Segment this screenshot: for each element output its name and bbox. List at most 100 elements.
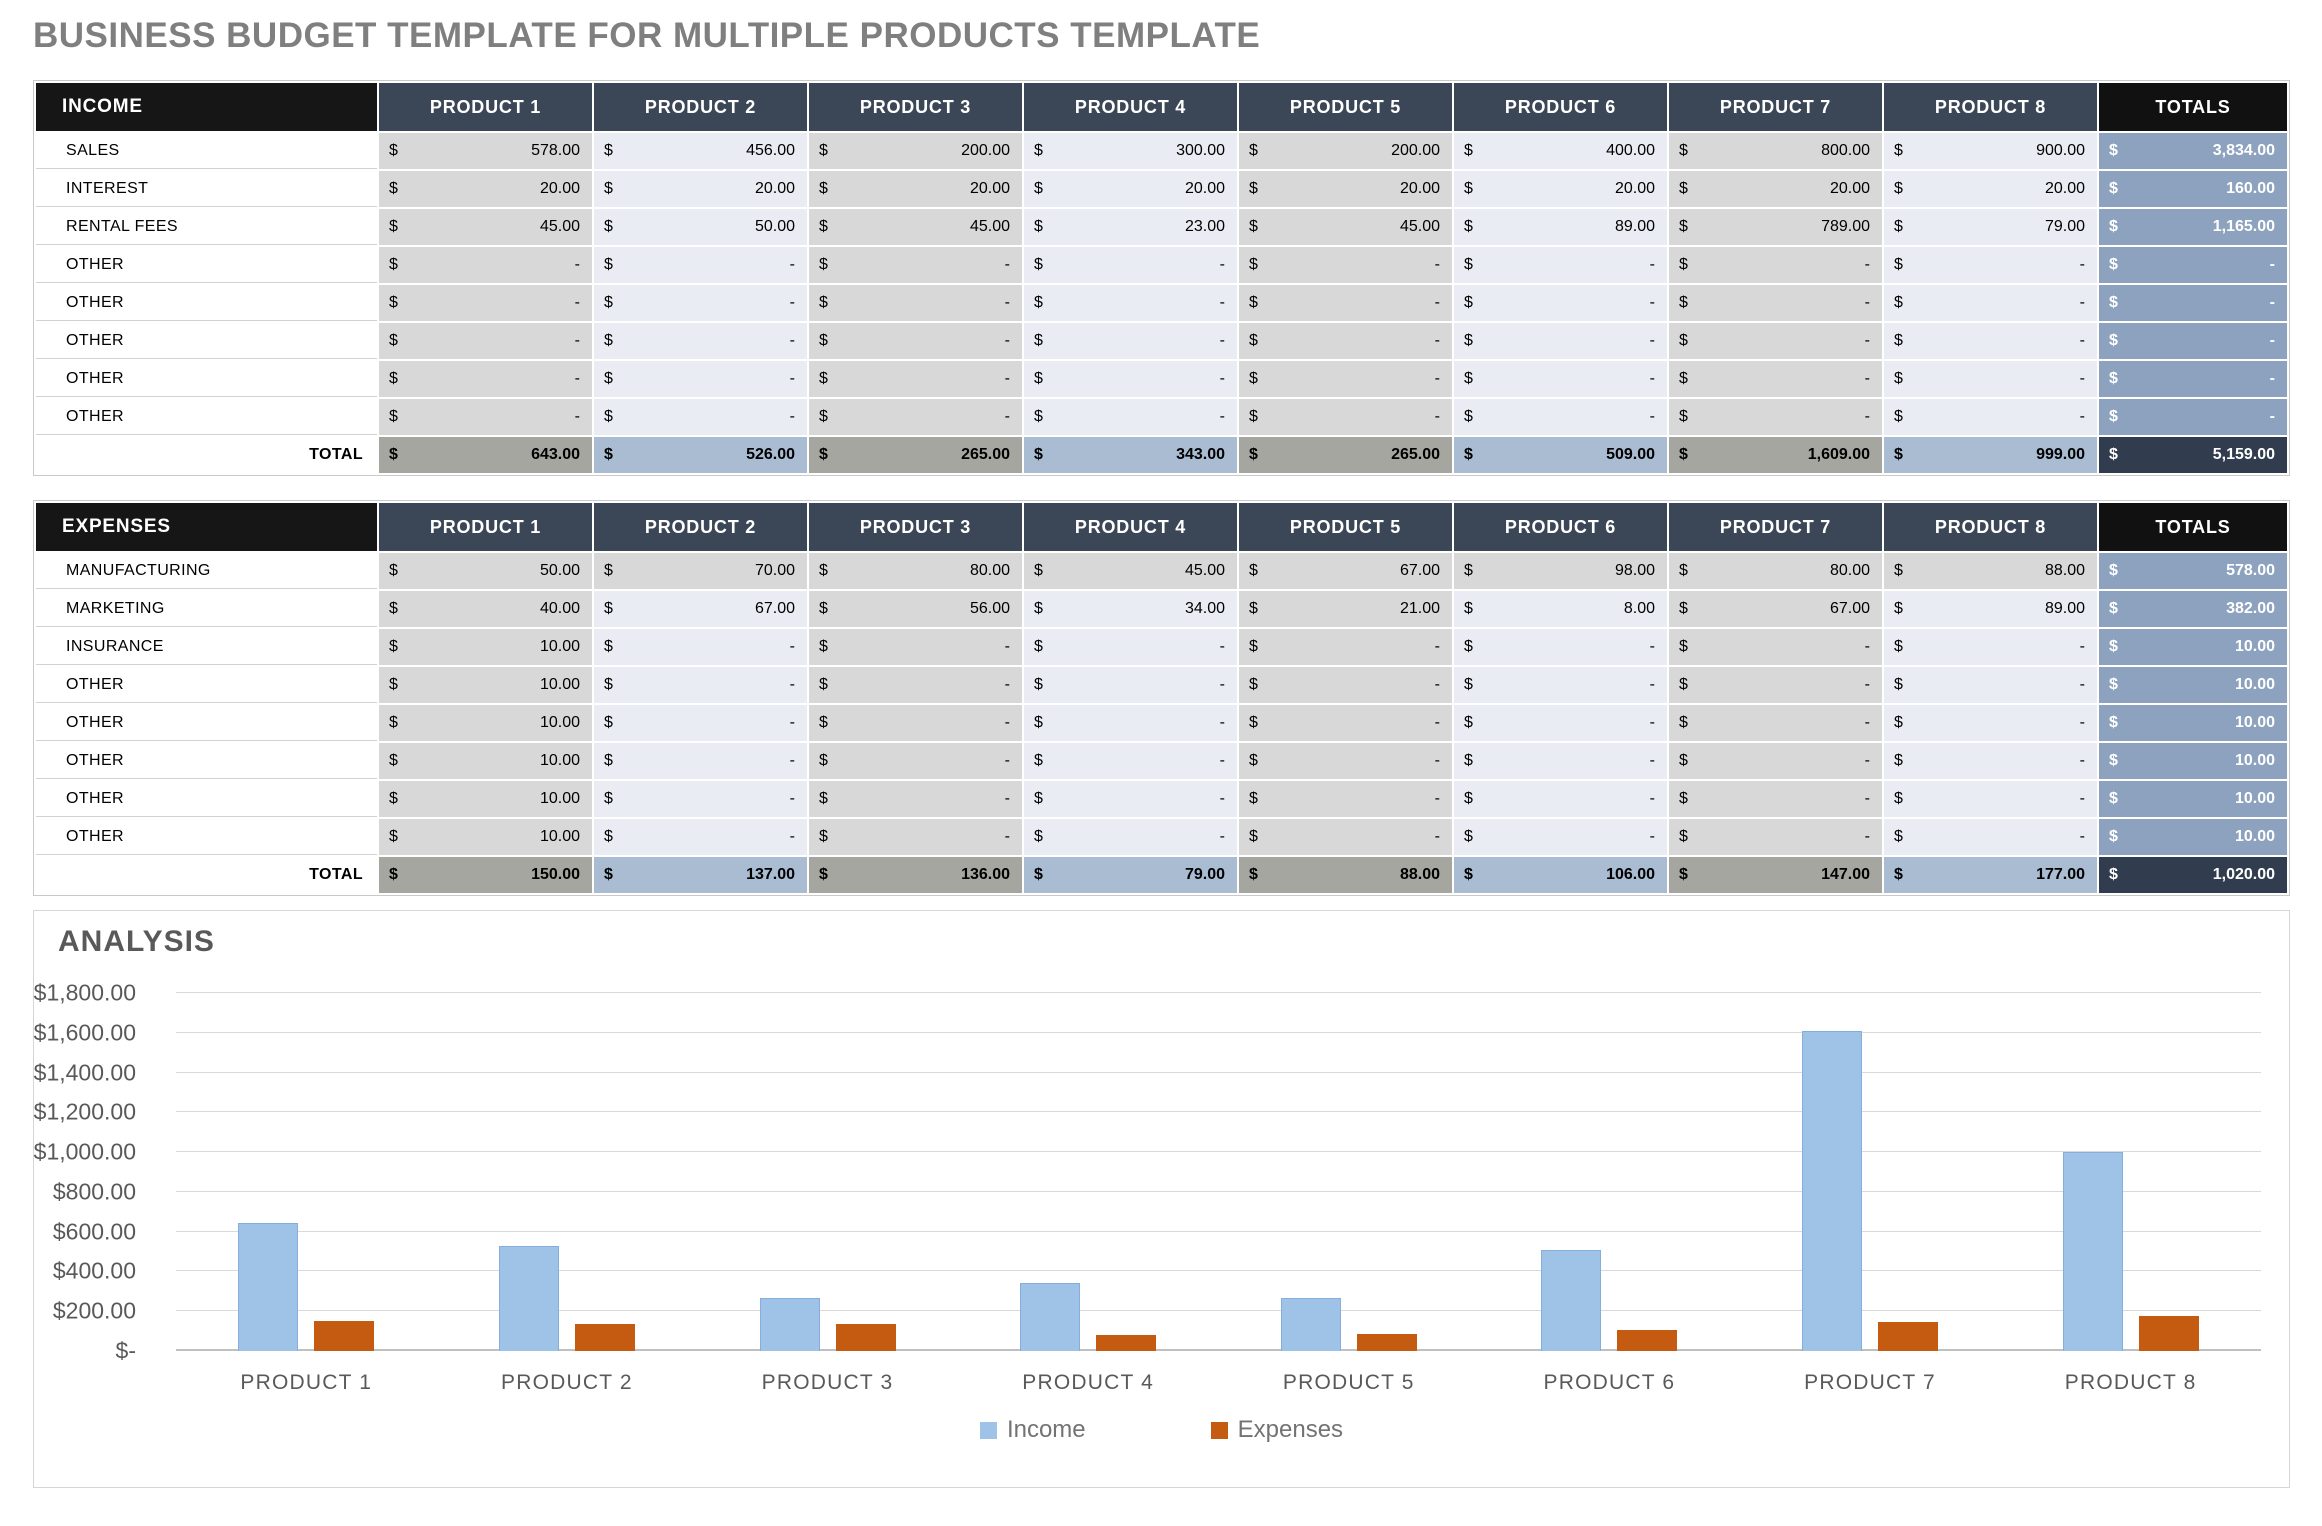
value-cell[interactable]: $ -: [1239, 361, 1452, 397]
value-cell[interactable]: $67.00: [1669, 591, 1882, 627]
value-cell[interactable]: $ -: [594, 323, 807, 359]
value-cell[interactable]: $ -: [1454, 781, 1667, 817]
value-cell[interactable]: $ -: [1024, 629, 1237, 665]
value-cell[interactable]: $ -: [379, 361, 592, 397]
row-label[interactable]: MANUFACTURING: [36, 553, 377, 589]
value-cell[interactable]: $ -: [1454, 399, 1667, 435]
column-header-totals[interactable]: TOTALS: [2099, 83, 2287, 131]
row-label[interactable]: OTHER: [36, 743, 377, 779]
column-header-product-1[interactable]: PRODUCT 1: [379, 83, 592, 131]
value-cell[interactable]: $ -: [1454, 629, 1667, 665]
value-cell[interactable]: $900.00: [1884, 133, 2097, 169]
value-cell[interactable]: $ -: [809, 705, 1022, 741]
column-header-product-7[interactable]: PRODUCT 7: [1669, 503, 1882, 551]
grand-total-cell[interactable]: $1,020.00: [2099, 857, 2287, 893]
grand-total-cell[interactable]: $5,159.00: [2099, 437, 2287, 473]
row-total-cell[interactable]: $10.00: [2099, 705, 2287, 741]
value-cell[interactable]: $8.00: [1454, 591, 1667, 627]
value-cell[interactable]: $ -: [379, 323, 592, 359]
row-label[interactable]: MARKETING: [36, 591, 377, 627]
value-cell[interactable]: $ -: [594, 781, 807, 817]
row-label[interactable]: INTEREST: [36, 171, 377, 207]
value-cell[interactable]: $80.00: [809, 553, 1022, 589]
value-cell[interactable]: $20.00: [809, 171, 1022, 207]
value-cell[interactable]: $789.00: [1669, 209, 1882, 245]
value-cell[interactable]: $79.00: [1884, 209, 2097, 245]
value-cell[interactable]: $ -: [594, 743, 807, 779]
total-value-cell[interactable]: $177.00: [1884, 857, 2097, 893]
value-cell[interactable]: $ -: [1024, 247, 1237, 283]
value-cell[interactable]: $ -: [1024, 399, 1237, 435]
value-cell[interactable]: $10.00: [379, 743, 592, 779]
value-cell[interactable]: $ -: [809, 361, 1022, 397]
value-cell[interactable]: $20.00: [1024, 171, 1237, 207]
value-cell[interactable]: $200.00: [1239, 133, 1452, 169]
value-cell[interactable]: $ -: [594, 667, 807, 703]
value-cell[interactable]: $ -: [1669, 399, 1882, 435]
row-total-cell[interactable]: $ -: [2099, 323, 2287, 359]
value-cell[interactable]: $ -: [1884, 323, 2097, 359]
value-cell[interactable]: $ -: [594, 705, 807, 741]
total-value-cell[interactable]: $265.00: [809, 437, 1022, 473]
value-cell[interactable]: $456.00: [594, 133, 807, 169]
value-cell[interactable]: $ -: [1454, 285, 1667, 321]
value-cell[interactable]: $ -: [379, 247, 592, 283]
value-cell[interactable]: $20.00: [1454, 171, 1667, 207]
column-header-product-8[interactable]: PRODUCT 8: [1884, 83, 2097, 131]
total-row-label[interactable]: TOTAL: [36, 437, 377, 473]
value-cell[interactable]: $ -: [1669, 323, 1882, 359]
value-cell[interactable]: $ -: [1669, 361, 1882, 397]
total-value-cell[interactable]: $147.00: [1669, 857, 1882, 893]
value-cell[interactable]: $ -: [1884, 705, 2097, 741]
value-cell[interactable]: $ -: [1024, 323, 1237, 359]
value-cell[interactable]: $ -: [1239, 629, 1452, 665]
value-cell[interactable]: $ -: [379, 285, 592, 321]
column-header-product-2[interactable]: PRODUCT 2: [594, 83, 807, 131]
value-cell[interactable]: $ -: [1669, 247, 1882, 283]
value-cell[interactable]: $50.00: [594, 209, 807, 245]
value-cell[interactable]: $20.00: [379, 171, 592, 207]
row-total-cell[interactable]: $ -: [2099, 247, 2287, 283]
value-cell[interactable]: $ -: [809, 743, 1022, 779]
expenses-section-header[interactable]: EXPENSES: [36, 503, 377, 551]
column-header-product-4[interactable]: PRODUCT 4: [1024, 83, 1237, 131]
value-cell[interactable]: $45.00: [809, 209, 1022, 245]
total-value-cell[interactable]: $526.00: [594, 437, 807, 473]
row-label[interactable]: OTHER: [36, 667, 377, 703]
value-cell[interactable]: $ -: [1884, 285, 2097, 321]
value-cell[interactable]: $50.00: [379, 553, 592, 589]
value-cell[interactable]: $ -: [1024, 667, 1237, 703]
value-cell[interactable]: $ -: [1884, 361, 2097, 397]
column-header-product-6[interactable]: PRODUCT 6: [1454, 83, 1667, 131]
value-cell[interactable]: $70.00: [594, 553, 807, 589]
value-cell[interactable]: $67.00: [1239, 553, 1452, 589]
value-cell[interactable]: $10.00: [379, 629, 592, 665]
value-cell[interactable]: $20.00: [1239, 171, 1452, 207]
value-cell[interactable]: $ -: [1669, 743, 1882, 779]
value-cell[interactable]: $ -: [1884, 743, 2097, 779]
value-cell[interactable]: $ -: [1669, 781, 1882, 817]
value-cell[interactable]: $ -: [809, 667, 1022, 703]
total-value-cell[interactable]: $265.00: [1239, 437, 1452, 473]
value-cell[interactable]: $21.00: [1239, 591, 1452, 627]
value-cell[interactable]: $400.00: [1454, 133, 1667, 169]
row-total-cell[interactable]: $ -: [2099, 399, 2287, 435]
total-value-cell[interactable]: $79.00: [1024, 857, 1237, 893]
value-cell[interactable]: $ -: [1024, 819, 1237, 855]
row-label[interactable]: OTHER: [36, 323, 377, 359]
value-cell[interactable]: $34.00: [1024, 591, 1237, 627]
column-header-product-3[interactable]: PRODUCT 3: [809, 503, 1022, 551]
column-header-product-8[interactable]: PRODUCT 8: [1884, 503, 2097, 551]
value-cell[interactable]: $ -: [594, 819, 807, 855]
value-cell[interactable]: $89.00: [1884, 591, 2097, 627]
value-cell[interactable]: $80.00: [1669, 553, 1882, 589]
value-cell[interactable]: $ -: [379, 399, 592, 435]
row-total-cell[interactable]: $ -: [2099, 361, 2287, 397]
value-cell[interactable]: $ -: [1454, 819, 1667, 855]
value-cell[interactable]: $56.00: [809, 591, 1022, 627]
row-label[interactable]: SALES: [36, 133, 377, 169]
value-cell[interactable]: $ -: [1454, 667, 1667, 703]
row-total-cell[interactable]: $382.00: [2099, 591, 2287, 627]
value-cell[interactable]: $ -: [809, 247, 1022, 283]
value-cell[interactable]: $ -: [1239, 819, 1452, 855]
